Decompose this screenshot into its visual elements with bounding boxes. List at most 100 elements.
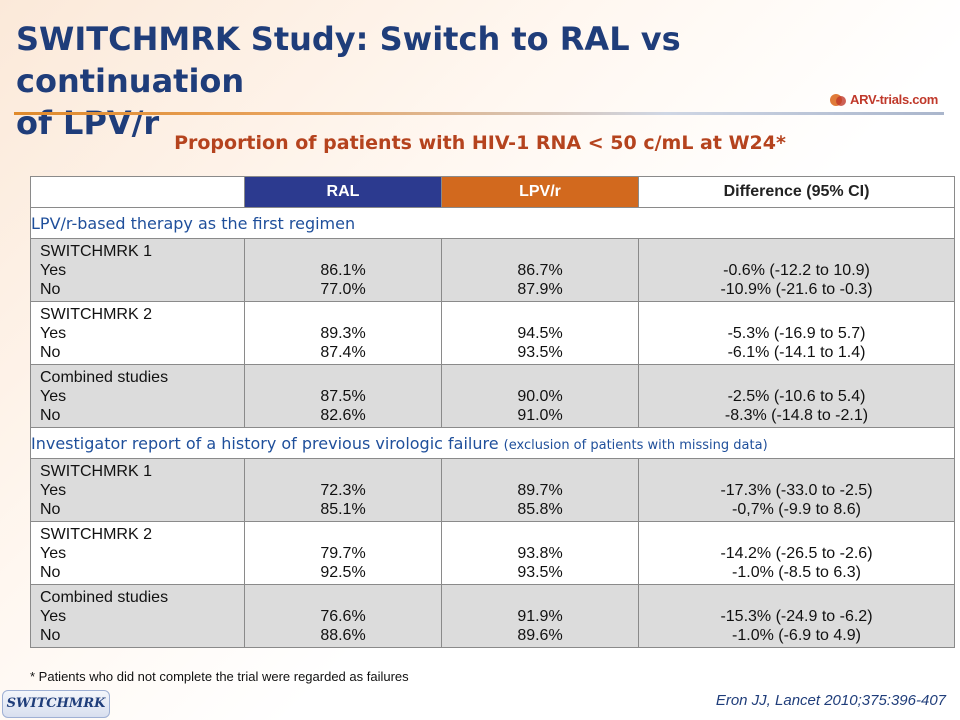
- ral-no-value: 85.1%: [320, 500, 366, 518]
- logo-mark-icon: [830, 94, 846, 106]
- table-subtitle: Proportion of patients with HIV-1 RNA < …: [174, 132, 786, 154]
- results-table: RAL LPV/r Difference (95% CI) LPV/r-base…: [30, 176, 955, 648]
- lpv-yes-value: 89.7%: [517, 481, 563, 499]
- diff-cell: -14.2% (-26.5 to -2.6) -1.0% (-8.5 to 6.…: [638, 521, 955, 585]
- diff-yes-value: -14.2% (-26.5 to -2.6): [720, 544, 873, 562]
- no-label: No: [40, 280, 61, 298]
- diff-yes-value: -17.3% (-33.0 to -2.5): [720, 481, 873, 499]
- header-lpv: LPV/r: [441, 176, 639, 208]
- title-divider: [14, 112, 944, 115]
- no-label: No: [40, 406, 61, 424]
- study-badge: SWITCHMRK: [2, 690, 110, 718]
- diff-no-value: -10.9% (-21.6 to -0.3): [720, 280, 873, 298]
- section-label-cell: Investigator report of a history of prev…: [30, 427, 955, 459]
- diff-no-value: -1.0% (-6.9 to 4.9): [732, 626, 861, 644]
- lpv-yes-value: 90.0%: [517, 387, 563, 405]
- study-name: Combined studies: [40, 588, 169, 606]
- header-row: RAL LPV/r Difference (95% CI): [30, 176, 955, 208]
- diff-yes-value: -0.6% (-12.2 to 10.9): [723, 261, 870, 279]
- study-name: SWITCHMRK 2: [40, 305, 152, 323]
- lpv-cell: 86.7% 87.9%: [441, 238, 639, 302]
- ral-no-value: 88.6%: [320, 626, 366, 644]
- diff-cell: -5.3% (-16.9 to 5.7) -6.1% (-14.1 to 1.4…: [638, 301, 955, 365]
- ral-yes-value: 76.6%: [320, 607, 366, 625]
- study-name: Combined studies: [40, 368, 169, 386]
- no-label: No: [40, 563, 61, 581]
- lpv-no-value: 91.0%: [517, 406, 563, 424]
- table-row: SWITCHMRK 2 Yes No 79.7% 92.5% 93.8% 93.…: [30, 521, 955, 585]
- diff-cell: -15.3% (-24.9 to -6.2) -1.0% (-6.9 to 4.…: [638, 584, 955, 648]
- row-label-cell: SWITCHMRK 2 Yes No: [30, 521, 245, 585]
- diff-no-value: -1.0% (-8.5 to 6.3): [732, 563, 861, 581]
- lpv-cell: 89.7% 85.8%: [441, 458, 639, 522]
- section-header-virologic-failure: Investigator report of a history of prev…: [30, 427, 955, 459]
- logo-text: ARV-trials.com: [850, 92, 939, 107]
- table-row: Combined studies Yes No 76.6% 88.6% 91.9…: [30, 584, 955, 648]
- lpv-yes-value: 86.7%: [517, 261, 563, 279]
- section-note: (exclusion of patients with missing data…: [503, 437, 768, 453]
- diff-yes-value: -15.3% (-24.9 to -6.2): [720, 607, 873, 625]
- lpv-cell: 94.5% 93.5%: [441, 301, 639, 365]
- table-row: SWITCHMRK 1 Yes No 72.3% 85.1% 89.7% 85.…: [30, 458, 955, 522]
- diff-cell: -2.5% (-10.6 to 5.4) -8.3% (-14.8 to -2.…: [638, 364, 955, 428]
- ral-cell: 89.3% 87.4%: [244, 301, 442, 365]
- yes-label: Yes: [40, 324, 67, 342]
- yes-label: Yes: [40, 481, 67, 499]
- lpv-yes-value: 93.8%: [517, 544, 563, 562]
- lpv-no-value: 93.5%: [517, 563, 563, 581]
- yes-label: Yes: [40, 261, 67, 279]
- diff-no-value: -8.3% (-14.8 to -2.1): [724, 406, 869, 424]
- ral-cell: 72.3% 85.1%: [244, 458, 442, 522]
- row-label-cell: Combined studies Yes No: [30, 364, 245, 428]
- study-name: SWITCHMRK 1: [40, 462, 152, 480]
- row-label-cell: SWITCHMRK 1 Yes No: [30, 238, 245, 302]
- row-label-cell: SWITCHMRK 1 Yes No: [30, 458, 245, 522]
- ral-yes-value: 89.3%: [320, 324, 366, 342]
- lpv-cell: 93.8% 93.5%: [441, 521, 639, 585]
- ral-cell: 76.6% 88.6%: [244, 584, 442, 648]
- yes-label: Yes: [40, 544, 67, 562]
- header-difference: Difference (95% CI): [638, 176, 955, 208]
- diff-yes-value: -5.3% (-16.9 to 5.7): [727, 324, 866, 342]
- ral-no-value: 77.0%: [320, 280, 366, 298]
- section-label: Investigator report of a history of prev…: [31, 433, 499, 453]
- ral-cell: 87.5% 82.6%: [244, 364, 442, 428]
- footnote: * Patients who did not complete the tria…: [30, 669, 409, 684]
- diff-no-value: -6.1% (-14.1 to 1.4): [727, 343, 866, 361]
- table-row: SWITCHMRK 2 Yes No 89.3% 87.4% 94.5% 93.…: [30, 301, 955, 365]
- header-ral: RAL: [244, 176, 442, 208]
- row-label-cell: SWITCHMRK 2 Yes No: [30, 301, 245, 365]
- title-line-1: SWITCHMRK Study: Switch to RAL vs contin…: [16, 20, 681, 100]
- study-name: SWITCHMRK 2: [40, 525, 152, 543]
- yes-label: Yes: [40, 387, 67, 405]
- diff-yes-value: -2.5% (-10.6 to 5.4): [727, 387, 866, 405]
- lpv-cell: 90.0% 91.0%: [441, 364, 639, 428]
- lpv-no-value: 85.8%: [517, 500, 563, 518]
- study-name: SWITCHMRK 1: [40, 242, 152, 260]
- section-header-first-regimen: LPV/r-based therapy as the first regimen: [30, 207, 955, 239]
- lpv-yes-value: 94.5%: [517, 324, 563, 342]
- table-row: Combined studies Yes No 87.5% 82.6% 90.0…: [30, 364, 955, 428]
- lpv-no-value: 93.5%: [517, 343, 563, 361]
- lpv-no-value: 89.6%: [517, 626, 563, 644]
- lpv-yes-value: 91.9%: [517, 607, 563, 625]
- no-label: No: [40, 626, 61, 644]
- citation: Eron JJ, Lancet 2010;375:396-407: [715, 692, 946, 709]
- arv-trials-logo: ARV-trials.com: [830, 90, 950, 110]
- ral-cell: 86.1% 77.0%: [244, 238, 442, 302]
- ral-no-value: 92.5%: [320, 563, 366, 581]
- ral-cell: 79.7% 92.5%: [244, 521, 442, 585]
- diff-cell: -17.3% (-33.0 to -2.5) -0,7% (-9.9 to 8.…: [638, 458, 955, 522]
- no-label: No: [40, 343, 61, 361]
- ral-yes-value: 72.3%: [320, 481, 366, 499]
- row-label-cell: Combined studies Yes No: [30, 584, 245, 648]
- lpv-no-value: 87.9%: [517, 280, 563, 298]
- section-label: LPV/r-based therapy as the first regimen: [30, 207, 955, 239]
- ral-yes-value: 86.1%: [320, 261, 366, 279]
- lpv-cell: 91.9% 89.6%: [441, 584, 639, 648]
- title-line-2: of LPV/r: [16, 104, 160, 142]
- ral-yes-value: 87.5%: [320, 387, 366, 405]
- ral-yes-value: 79.7%: [320, 544, 366, 562]
- diff-cell: -0.6% (-12.2 to 10.9) -10.9% (-21.6 to -…: [638, 238, 955, 302]
- table-row: SWITCHMRK 1 Yes No 86.1% 77.0% 86.7% 87.…: [30, 238, 955, 302]
